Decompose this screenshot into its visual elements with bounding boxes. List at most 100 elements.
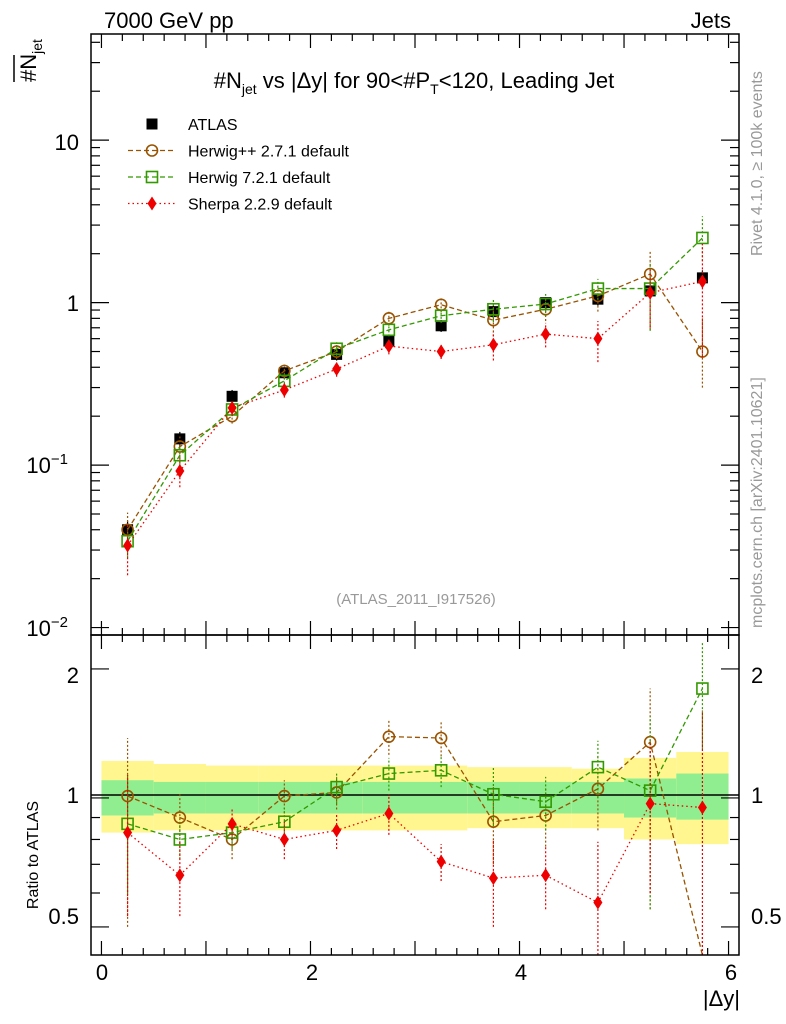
- y-tick-10: 10: [55, 130, 79, 155]
- herwigpp-ratio-line: [127, 735, 704, 956]
- herwig7-ratio-point: [696, 682, 709, 695]
- sherpa-point: [488, 337, 498, 352]
- ratio-plot-frame: [90, 634, 740, 956]
- x-tick-6: 6: [725, 960, 737, 985]
- herwigpp-point: [278, 364, 291, 378]
- band-green-bin: [153, 781, 206, 814]
- herwig7-point: [591, 282, 605, 295]
- band-green-bin: [205, 781, 259, 814]
- atlas-point: [174, 433, 186, 445]
- rivet-label: Rivet 4.1.0, ≥ 100k events: [749, 71, 766, 256]
- herwigpp-point: [434, 298, 448, 312]
- sherpa-ratio-point: [593, 895, 603, 910]
- herwig7-point: [382, 323, 396, 337]
- legend: ATLAS Herwig++ 2.7.1 default Herwig 7.2.1 …: [128, 117, 350, 214]
- ratio-tick-05-right: 0.5: [751, 904, 782, 929]
- ratio-tick-2-left: 2: [67, 663, 79, 688]
- sherpa-point: [541, 327, 551, 342]
- sherpa-ratio-point: [227, 816, 237, 831]
- herwig7-ratio-line: [127, 688, 703, 841]
- x-axis-title: |Δy|: [703, 986, 740, 1011]
- sherpa-ratio-point: [541, 868, 551, 883]
- legend-label-atlas: ATLAS: [188, 117, 238, 134]
- mcplots-label: mcplots.cern.ch [arXiv:2401.10621]: [749, 377, 766, 628]
- x-tick-2: 2: [306, 960, 318, 985]
- sherpa-point: [279, 382, 289, 397]
- sherpa-ratio-point: [332, 823, 342, 838]
- sherpa-ratio-point: [384, 806, 394, 821]
- sherpa-line: [127, 280, 703, 546]
- sherpa-point: [436, 344, 446, 359]
- y-tick-0.01: 10−2: [26, 614, 68, 641]
- band-green-bin: [415, 781, 468, 814]
- legend-label-sherpa: Sherpa 2.2.9 default: [188, 197, 333, 214]
- herwigpp-ratio-point: [382, 730, 396, 743]
- sherpa-ratio-point: [279, 832, 289, 847]
- sherpa-ratio-point: [436, 854, 446, 869]
- main-axis-ticks: [91, 34, 739, 636]
- herwig7-ratio-point: [173, 833, 187, 846]
- header-left: 7000 GeV pp: [104, 8, 234, 33]
- y-axis-title: #Njet: [16, 39, 45, 82]
- legend-marker-herwig7: [145, 170, 159, 184]
- ratio-series: [121, 642, 709, 956]
- sherpa-point: [332, 362, 342, 377]
- analysis-tag: (ATLAS_2011_I917526): [336, 591, 496, 608]
- sherpa-point: [593, 331, 603, 346]
- sherpa-point: [384, 339, 394, 354]
- herwig7-ratio-point: [382, 767, 396, 780]
- y-axis-title-main: #N: [16, 54, 41, 82]
- herwig7-ratio-point: [539, 795, 552, 808]
- herwigpp-line: [127, 273, 703, 531]
- main-series: [121, 216, 709, 576]
- ratio-axis-title: Ratio to ATLAS: [25, 801, 42, 909]
- ratio-uncertainty-band: [101, 751, 729, 845]
- legend-marker-herwigpp: [145, 144, 159, 157]
- herwigpp-ratio-point: [591, 782, 605, 796]
- sherpa-point: [123, 538, 133, 553]
- herwig7-point: [330, 342, 343, 356]
- herwig7-ratio-point: [330, 780, 343, 794]
- herwigpp-ratio-point: [434, 731, 448, 745]
- y-axis-title-sub: jet: [29, 39, 45, 55]
- herwig7-line: [127, 237, 703, 542]
- herwig7-ratio-point: [278, 815, 291, 829]
- sherpa-point: [645, 285, 655, 300]
- sherpa-point: [175, 463, 185, 478]
- herwig7-ratio-point: [591, 760, 605, 774]
- x-tick-0: 0: [96, 960, 108, 985]
- herwigpp-ratio-point: [278, 789, 291, 803]
- legend-marker-atlas: [146, 118, 158, 130]
- legend-label-herwigpp: Herwig++ 2.7.1 default: [188, 144, 350, 161]
- ratio-tick-1-right: 1: [751, 783, 763, 808]
- herwig7-ratio-point: [487, 787, 500, 801]
- sherpa-ratio-point: [645, 796, 655, 811]
- sherpa-ratio-point: [123, 825, 133, 840]
- legend-marker-sherpa: [147, 196, 157, 211]
- herwig7-point: [539, 297, 552, 311]
- ratio-tick-2-right: 2: [751, 663, 763, 688]
- header-right: Jets: [691, 8, 731, 33]
- x-tick-4: 4: [515, 960, 527, 985]
- chart-title: #Njet vs |Δy| for 90<#PT<120, Leading Je…: [214, 68, 615, 97]
- legend-label-herwig7: Herwig 7.2.1 default: [188, 170, 331, 187]
- herwig7-point: [487, 302, 500, 316]
- ratio-axis-ticks: [91, 635, 739, 955]
- herwig7-point: [696, 231, 709, 245]
- y-tick-0.1: 10−1: [26, 451, 68, 478]
- herwig7-point: [173, 448, 187, 462]
- sherpa-ratio-line: [127, 802, 703, 904]
- sherpa-ratio-point: [488, 871, 498, 886]
- ratio-tick-1-left: 1: [67, 783, 79, 808]
- atlas-point: [226, 390, 238, 402]
- sherpa-ratio-point: [697, 800, 707, 815]
- herwig7-point: [434, 309, 448, 323]
- atlas-point: [435, 320, 447, 332]
- svg-text:#Njet: #Njet: [16, 39, 45, 82]
- sherpa-point: [227, 400, 237, 415]
- y-tick-1: 1: [67, 291, 79, 316]
- herwig7-ratio-point: [434, 764, 448, 777]
- sherpa-ratio-point: [175, 868, 185, 883]
- sherpa-point: [697, 274, 707, 289]
